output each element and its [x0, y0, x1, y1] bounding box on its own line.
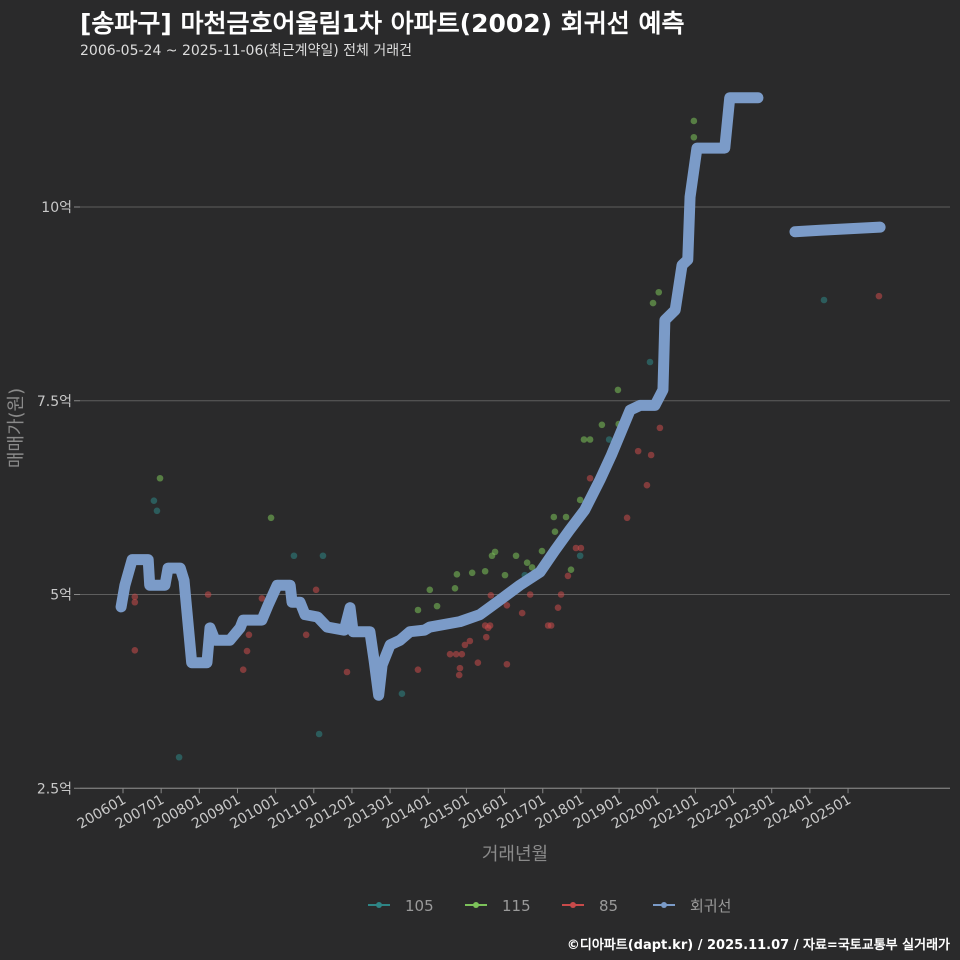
- data-point-85: [486, 622, 494, 629]
- data-point-85: [245, 631, 253, 639]
- data-point-115: [562, 513, 570, 521]
- regression-line: [789, 221, 886, 238]
- regression-line: [115, 92, 764, 701]
- data-point-85: [503, 602, 511, 609]
- data-point-85: [446, 650, 454, 658]
- data-point-85: [482, 633, 490, 641]
- data-point-85: [458, 650, 466, 658]
- data-point-85: [455, 671, 463, 679]
- data-point-85: [547, 622, 555, 629]
- y-tick-label: 5억: [50, 588, 72, 604]
- data-point-85: [634, 447, 642, 455]
- data-point-85: [461, 641, 469, 649]
- data-point-85: [258, 595, 266, 602]
- legend-label-105: 105: [405, 897, 434, 915]
- x-axis-label: 거래년월: [482, 844, 548, 865]
- data-point-115: [267, 514, 275, 522]
- data-point-115: [491, 548, 499, 556]
- legend-marker: [661, 902, 667, 908]
- data-point-85: [452, 650, 460, 658]
- data-point-85: [557, 591, 565, 598]
- data-point-115: [614, 386, 622, 394]
- data-point-85: [503, 660, 511, 668]
- data-point-105: [820, 296, 828, 304]
- data-point-115: [156, 474, 164, 482]
- data-point-85: [466, 637, 474, 645]
- data-point-115: [576, 496, 584, 504]
- data-point-85: [474, 659, 482, 666]
- data-point-115: [512, 552, 520, 560]
- data-point-115: [690, 117, 698, 125]
- data-point-115: [523, 559, 531, 567]
- data-point-85: [414, 666, 422, 673]
- data-point-115: [550, 513, 558, 521]
- data-point-85: [586, 474, 594, 482]
- data-point-85: [131, 647, 139, 654]
- data-point-115: [414, 606, 422, 614]
- data-point-85: [564, 572, 572, 580]
- data-point-85: [643, 481, 651, 489]
- data-point-85: [554, 604, 562, 611]
- data-point-85: [518, 609, 526, 617]
- data-point-115: [481, 567, 489, 575]
- data-point-115: [468, 569, 476, 577]
- data-point-85: [656, 424, 664, 432]
- legend-label-회귀선: 회귀선: [690, 897, 731, 915]
- data-point-105: [605, 436, 613, 443]
- data-point-85: [243, 647, 251, 655]
- data-point-105: [398, 690, 406, 697]
- data-point-115: [551, 528, 559, 536]
- data-point-85: [131, 598, 139, 606]
- data-point-85: [875, 292, 883, 300]
- legend-label-85: 85: [599, 897, 618, 915]
- data-point-85: [577, 544, 585, 552]
- data-point-115: [567, 566, 575, 573]
- y-tick-label: 2.5억: [37, 781, 72, 797]
- data-point-105: [646, 358, 654, 366]
- data-point-115: [655, 288, 663, 296]
- data-point-115: [649, 299, 657, 307]
- data-point-105: [319, 552, 327, 560]
- data-point-105: [153, 507, 161, 515]
- chart-title: [송파구] 마천금호어울림1차 아파트(2002) 회귀선 예측: [80, 9, 685, 38]
- data-point-115: [501, 571, 509, 579]
- data-point-105: [315, 730, 323, 738]
- data-point-115: [528, 564, 536, 571]
- legend-marker: [376, 902, 382, 908]
- y-tick-label: 7.5억: [37, 394, 72, 410]
- data-point-85: [647, 451, 655, 459]
- data-point-115: [598, 421, 606, 429]
- data-point-115: [453, 571, 461, 578]
- data-point-115: [538, 547, 546, 555]
- chart-subtitle: 2006-05-24 ~ 2025-11-06(최근계약일) 전체 거래건: [80, 43, 412, 59]
- legend-marker: [473, 902, 479, 908]
- data-point-115: [451, 585, 459, 592]
- data-point-115: [433, 602, 441, 610]
- legend-marker: [570, 902, 576, 908]
- data-point-85: [312, 586, 320, 594]
- legend-label-115: 115: [502, 897, 531, 915]
- data-point-85: [239, 666, 247, 673]
- data-point-115: [586, 436, 594, 443]
- data-point-85: [131, 593, 139, 601]
- data-point-115: [426, 586, 434, 594]
- data-point-85: [204, 591, 212, 598]
- data-point-85: [343, 668, 351, 676]
- source-credit: ©디아파트(dapt.kr) / 2025.11.07 / 자료=국토교통부 실…: [566, 938, 950, 953]
- data-point-85: [487, 591, 495, 599]
- data-point-85: [572, 544, 580, 552]
- data-point-105: [175, 753, 183, 761]
- y-axis-label: 매매가(원): [6, 388, 27, 468]
- data-point-85: [302, 631, 310, 639]
- data-point-85: [526, 591, 534, 598]
- y-tick-label: 10억: [41, 200, 72, 216]
- data-point-85: [456, 664, 464, 672]
- data-point-105: [150, 497, 158, 505]
- data-point-115: [690, 133, 698, 141]
- data-point-105: [290, 552, 298, 560]
- data-point-105: [576, 552, 584, 560]
- data-point-115: [580, 436, 588, 443]
- data-point-85: [623, 514, 631, 522]
